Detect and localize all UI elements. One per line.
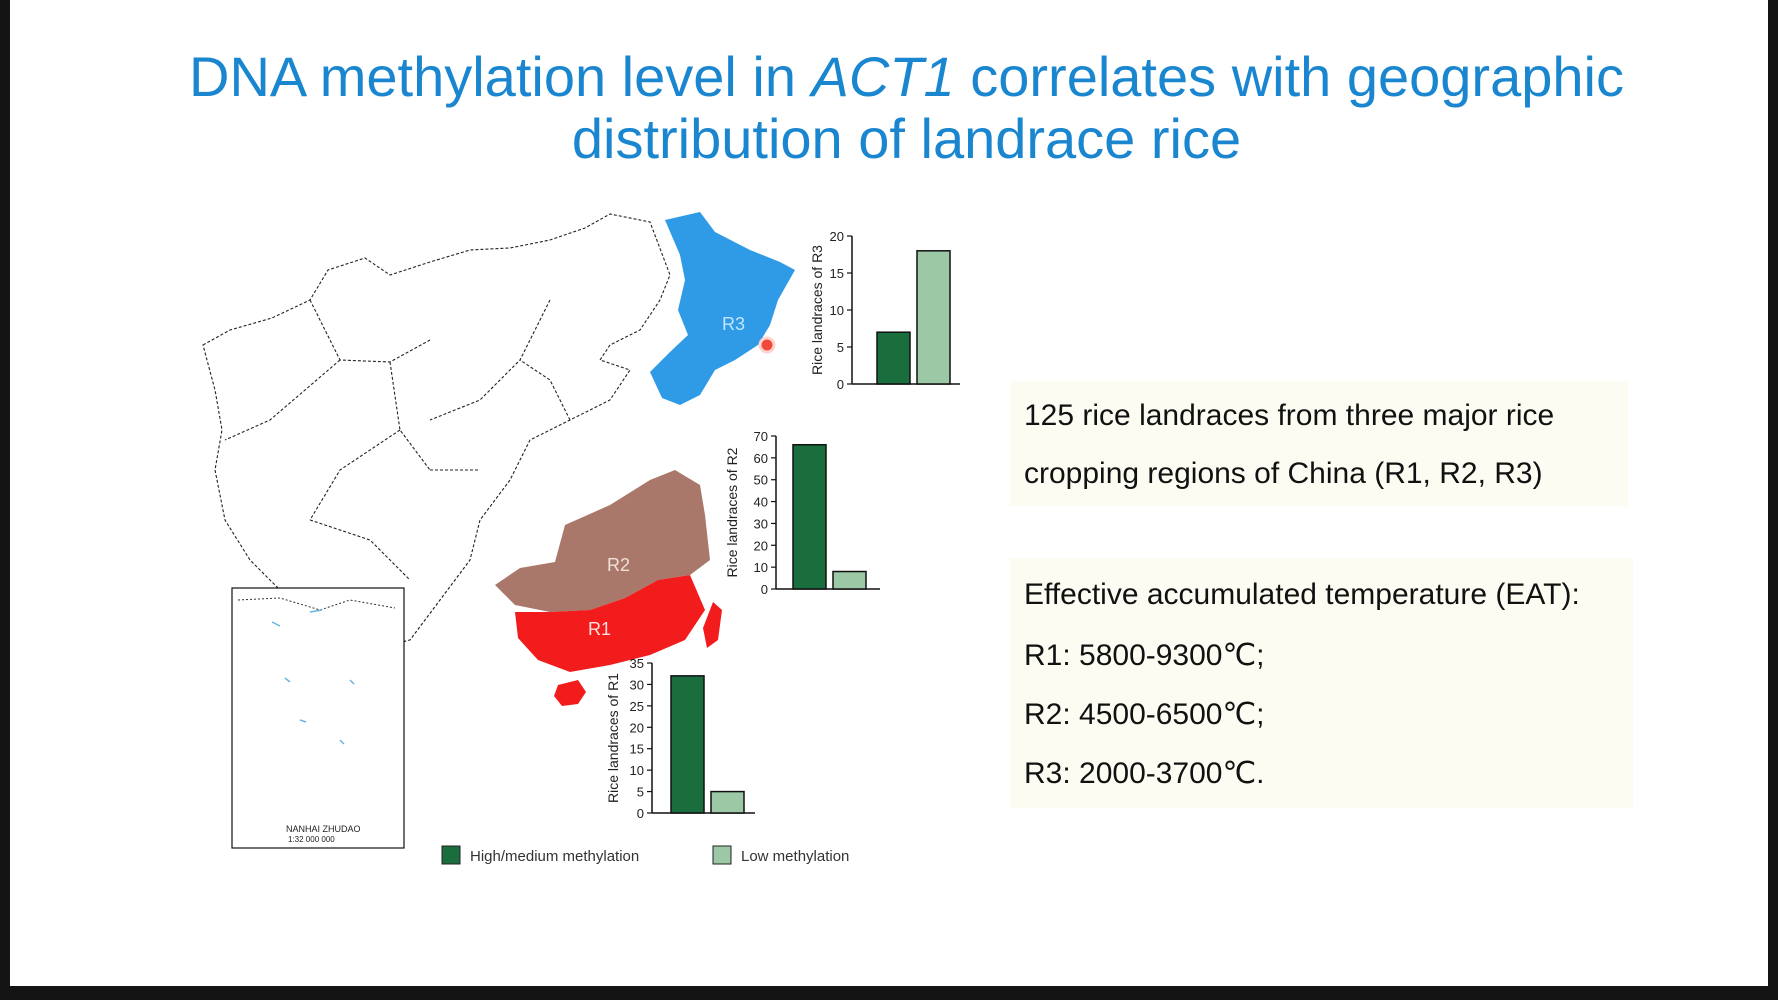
y-tick-label: 20 [630,720,644,735]
title-part2: correlates with geographic [954,45,1624,108]
legend-swatch-low [712,845,732,865]
y-tick-label: 20 [754,538,768,553]
y-tick-label: 60 [754,451,768,466]
y-tick-label: 0 [761,582,768,597]
y-tick-label: 25 [630,699,644,714]
bar-r3-low [916,250,951,385]
legend-label-high: High/medium methylation [470,848,639,865]
legend-label-low: Low methylation [741,848,849,865]
region-r3 [650,212,795,405]
bar-chart-r1: 0 5 10 15 20 25 30 35 Rice landraces of R1 [605,656,755,821]
inset-map: NANHAI ZHUDAO 1:32 000 000 [231,587,405,849]
info-line1: 125 rice landraces from three major rice [1024,399,1555,432]
inset-frame [231,587,405,849]
title-part1: DNA methylation level in [189,45,812,108]
y-tick-label: 50 [754,473,768,488]
y-tick-label: 15 [830,266,844,281]
y-axis-label: Rice landraces of R2 [724,447,740,577]
y-tick-label: 40 [754,495,768,510]
figure: R3 R2 R1 NANHAI ZHUDAO 1:32 000 000 0 5 10… [202,212,960,865]
bar-r1-high [670,675,705,814]
region-label-r2: R2 [607,555,630,575]
y-tick-label: 5 [837,340,844,355]
region-r1-hainan [554,680,586,706]
y-tick-label: 0 [837,377,844,392]
province-lines [224,299,571,581]
y-axis-label: Rice landraces of R1 [605,673,621,803]
y-tick-label: 0 [637,806,644,821]
bar-r1-low [710,790,745,814]
eat-r1: R1: 5800-9300℃; [1024,639,1265,672]
bar-r3-high [876,331,911,385]
y-axis-label: Rice landraces of R3 [809,245,825,375]
y-tick-label: 35 [630,656,644,671]
y-tick-label: 5 [637,785,644,800]
region-label-r3: R3 [722,314,745,334]
inset-coast [237,597,396,611]
bar-chart-r2: 0 10 20 30 40 50 60 70 Rice landraces of R2 [724,429,880,597]
region-r2 [495,470,710,612]
bar-chart-r3: 0 5 10 15 20 Rice landraces of R3 [809,229,960,392]
bar-r2-low [832,570,867,590]
region-r1 [515,575,705,672]
y-tick-label: 30 [630,677,644,692]
region-label-r1: R1 [588,619,611,639]
inset-caption-line1: NANHAI ZHUDAO [286,824,361,834]
inset-caption-line2: 1:32 000 000 [288,835,335,844]
bar-r2-high [792,443,827,590]
eat-r2: R2: 4500-6500℃; [1024,698,1265,731]
info-box: 125 rice landraces from three major rice… [1010,381,1628,506]
y-tick-label: 10 [830,303,844,318]
y-tick-label: 15 [630,742,644,757]
location-marker [758,336,776,354]
slide-title: DNA methylation level in ACT1 correlates… [10,46,1768,170]
legend-swatch-high [441,845,461,865]
region-r1-taiwan [703,602,722,648]
eat-r3: R3: 2000-3700℃. [1024,757,1265,790]
title-line2: distribution of landrace rice [571,107,1242,170]
eat-heading: Effective accumulated temperature (EAT): [1024,578,1580,611]
y-tick-label: 20 [830,229,844,244]
inset-islands [271,609,355,745]
title-gene: ACT1 [811,45,955,108]
y-tick-label: 30 [754,516,768,531]
y-tick-label: 70 [754,429,768,444]
slide: DNA methylation level in ACT1 correlates… [10,0,1768,986]
legend: High/medium methylation Low methylation [441,845,849,865]
eat-box: Effective accumulated temperature (EAT):… [1010,558,1633,808]
y-tick-label: 10 [754,560,768,575]
y-tick-label: 10 [630,763,644,778]
info-line2: cropping regions of China (R1, R2, R3) [1024,457,1543,490]
